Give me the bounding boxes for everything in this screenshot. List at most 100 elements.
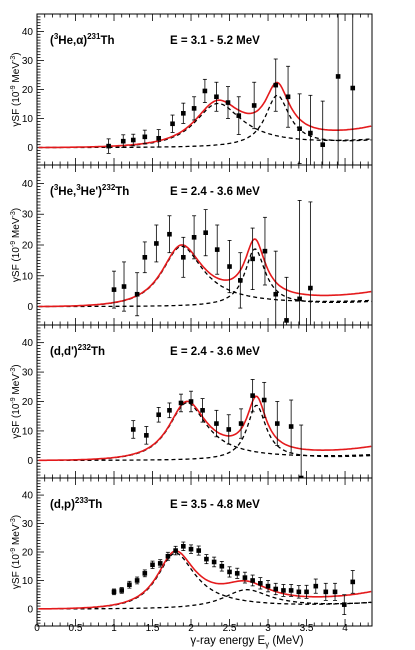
- y-axis-label: γSF (10-9 MeV-3): [10, 208, 22, 282]
- data-marker: [214, 421, 219, 426]
- data-marker: [188, 546, 194, 552]
- y-axis-label: γSF (10-9 MeV-3): [10, 52, 22, 126]
- data-marker: [335, 74, 341, 79]
- x-axis-label-main: γ-ray energy E: [190, 635, 265, 647]
- x-axis: 0 0.5 1 1.5 2 2.5 3 3.5 4: [34, 623, 348, 634]
- y-axis-label-suffix: ): [11, 364, 22, 367]
- data-point: [173, 545, 178, 556]
- data-marker: [121, 284, 127, 289]
- data-marker: [214, 247, 220, 252]
- data-point: [227, 566, 232, 578]
- data-marker: [350, 579, 356, 585]
- data-marker: [261, 397, 267, 403]
- data-point: [251, 81, 257, 130]
- data-marker: [211, 559, 217, 565]
- data-marker: [157, 561, 163, 566]
- resonance-1-curve: [38, 102, 372, 149]
- data-marker: [304, 589, 309, 595]
- y-tick-label: 30: [22, 368, 34, 379]
- y-axis-label-mid: MeV: [11, 62, 22, 86]
- data-point: [297, 93, 302, 164]
- data-marker: [332, 589, 338, 595]
- reaction-label-text: Th: [100, 35, 114, 47]
- data-point: [242, 571, 248, 584]
- panel-1: 0 10 20 30 40 γSF (10-9 MeV-3) (3He,α)231Th E =…: [10, 13, 373, 166]
- energy-range-label: E = 3.1 - 5.2 MeV: [170, 35, 260, 47]
- x-tick-label: 0.5: [69, 623, 83, 634]
- data-marker: [236, 113, 242, 118]
- total-fit-curve: [38, 395, 372, 462]
- y-tick-label: 20: [22, 397, 34, 408]
- data-marker: [106, 143, 111, 149]
- y-tick-label: 40: [22, 338, 34, 349]
- y-tick-label: 20: [22, 548, 34, 559]
- data-point: [150, 560, 155, 569]
- data-point: [142, 241, 148, 274]
- data-point: [320, 100, 326, 165]
- data-point: [335, 14, 341, 165]
- reaction-label-superscript: 233: [75, 496, 89, 505]
- data-marker: [250, 578, 255, 583]
- data-marker: [308, 130, 313, 136]
- reaction-label-superscript: 231: [87, 32, 101, 41]
- data-point: [191, 96, 197, 121]
- data-marker: [156, 412, 161, 418]
- data-marker: [288, 588, 294, 593]
- data-marker: [188, 399, 194, 404]
- data-point: [214, 409, 219, 438]
- data-point: [211, 556, 217, 568]
- x-tick-label: 3: [265, 623, 271, 634]
- total-fit-curve: [38, 550, 372, 610]
- reaction-label-text: Th: [91, 346, 105, 358]
- data-point: [265, 580, 271, 593]
- data-marker: [204, 556, 209, 562]
- data-marker: [130, 137, 136, 143]
- data-marker: [134, 578, 140, 583]
- data-point: [323, 582, 329, 601]
- y-axis-label-exp: -3: [10, 518, 17, 524]
- data-marker: [284, 318, 289, 323]
- data-marker: [297, 126, 302, 132]
- y-tick-label: 40: [22, 179, 34, 190]
- energy-range-label: E = 2.4 - 3.6 MeV: [170, 186, 260, 198]
- plot-area: [38, 379, 372, 478]
- data-point: [119, 587, 125, 594]
- y-tick-label: 30: [22, 56, 34, 67]
- data-marker: [234, 571, 240, 576]
- y-axis-label-mid: MeV: [11, 524, 22, 548]
- plot-area: [38, 199, 372, 325]
- data-marker: [297, 296, 302, 302]
- data-marker: [341, 602, 347, 607]
- x-tick-label: 0: [34, 623, 40, 634]
- data-point: [134, 576, 140, 585]
- y-axis-label: γSF (10-9 MeV-3): [10, 515, 22, 589]
- data-point: [227, 239, 232, 294]
- data-point: [234, 567, 240, 579]
- y-axis-label-prefix: γSF (10: [11, 554, 22, 589]
- data-point: [127, 580, 132, 589]
- x-axis-label-sub: γ: [265, 640, 269, 649]
- y-axis-label-exp: -3: [10, 211, 17, 217]
- data-point: [273, 250, 279, 325]
- y-tick-label: 0: [27, 456, 33, 467]
- plot-area: [38, 541, 372, 616]
- data-point: [341, 594, 347, 616]
- data-marker: [298, 475, 304, 478]
- data-point: [350, 570, 356, 594]
- y-axis-label-exp: -9: [10, 85, 17, 91]
- x-tick-label: 2.5: [223, 623, 237, 634]
- data-point: [167, 215, 172, 254]
- data-point: [120, 134, 126, 148]
- reaction-label-text: (: [50, 35, 54, 47]
- data-point: [204, 554, 209, 565]
- data-marker: [142, 134, 148, 140]
- data-point: [250, 574, 255, 587]
- reaction-label-text: (d,d'): [50, 346, 78, 358]
- data-marker: [181, 111, 186, 116]
- data-point: [156, 129, 161, 148]
- data-point: [167, 402, 172, 419]
- data-point: [350, 14, 356, 165]
- reaction-label: (d,p)233Th: [50, 496, 102, 511]
- data-marker: [308, 285, 313, 291]
- energy-range-label: E = 2.4 - 3.6 MeV: [170, 346, 260, 358]
